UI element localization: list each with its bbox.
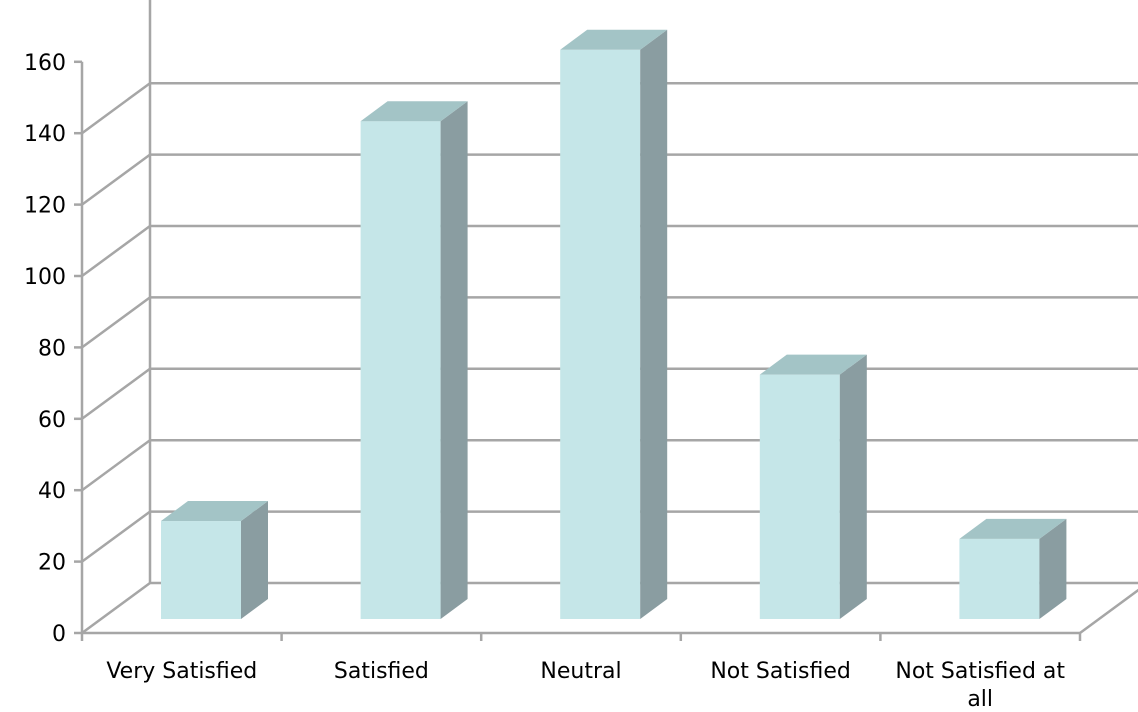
bar-series [161,29,1067,620]
bar [360,101,468,619]
bar-top [360,101,468,122]
y-tick-label: 20 [38,551,66,576]
gridline-side [81,224,151,278]
x-category-label: Neutral [540,659,621,684]
x-category-label: Not Satisfied [710,659,851,684]
floor-right-edge [1079,588,1138,635]
bar-front [360,121,441,619]
category-labels: Very Satisfied Satisfied Neutral Not Satisf… [106,659,1065,712]
y-tick-label: 80 [38,336,66,361]
bar-side [440,101,468,619]
gridline-side [81,439,151,492]
bar-side [1039,518,1067,619]
x-category-label: Satisfied [334,659,429,684]
y-tick-label: 0 [52,622,66,647]
bar-top [560,29,668,50]
y-tick-label: 40 [38,479,66,504]
bar [560,29,668,620]
bar-front [759,374,840,619]
bar-side [241,501,268,619]
x-axis [80,588,1138,641]
bar [959,518,1067,619]
bar-top [161,501,268,522]
gridline-side [81,153,151,206]
bar [161,501,268,619]
y-tick-label: 120 [24,194,66,219]
bar-front [560,49,641,620]
bar-front [959,538,1040,619]
bar-side [640,29,668,620]
bar-top [959,518,1067,539]
y-tick-label: 100 [24,265,66,290]
gridline-side [81,296,151,349]
y-tick-label: 140 [24,122,66,147]
y-axis: 0 20 40 60 80 100 120 140 160 [24,51,84,647]
gridline-side [81,581,151,635]
gridline-side [81,367,151,420]
bar-top [759,354,867,375]
y-tick-label: 60 [38,408,66,433]
gridline-side [81,82,151,135]
bar-side [839,354,867,619]
x-category-label: Not Satisfied at all [895,659,1065,712]
y-tick-label: 160 [24,51,66,76]
bar-front [161,521,241,619]
gridline-side [81,510,151,563]
x-category-label: Very Satisfied [106,659,257,684]
bar [759,354,867,619]
